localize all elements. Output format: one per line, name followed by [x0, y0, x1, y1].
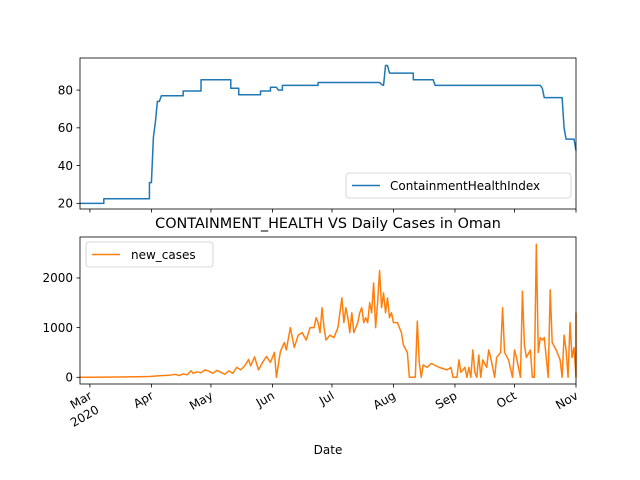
top-x-ticks [89, 209, 577, 213]
x-tick-label: May [187, 388, 215, 413]
x-tick-label: Apr [131, 388, 156, 411]
bottom-legend-box [85, 241, 214, 268]
top-panel: 20 40 60 80 ContainmentHealthIndex [58, 57, 577, 213]
top-legend: ContainmentHealthIndex [345, 172, 572, 199]
bottom-y-tick-label: 2000 [42, 271, 73, 285]
x-tick-label: Jul [316, 388, 336, 408]
x-tick-label: Aug [371, 388, 398, 412]
new-cases-line [80, 243, 577, 379]
bottom-y-ticks: 0 1000 2000 [42, 271, 80, 384]
bottom-legend-label: new_cases [131, 248, 196, 262]
top-axes-frame [79, 57, 577, 210]
bottom-axes-frame [79, 236, 577, 385]
x-tick-label: Jun [253, 388, 277, 410]
top-y-tick-label: 80 [58, 83, 73, 97]
top-legend-box [345, 172, 572, 199]
bottom-y-tick-label: 0 [65, 370, 73, 384]
top-y-tick-label: 60 [58, 121, 73, 135]
x-axis-label: Date [314, 443, 343, 457]
chart-title: CONTAINMENT_HEALTH VS Daily Cases in Oma… [155, 216, 501, 232]
containment-health-index-line [80, 64, 577, 205]
top-y-tick-label: 20 [58, 197, 73, 211]
top-y-ticks: 20 40 60 80 [58, 83, 80, 211]
bottom-legend: new_cases [85, 241, 214, 268]
top-legend-label: ContainmentHealthIndex [390, 179, 540, 193]
x-tick-label: Nov [553, 388, 580, 412]
top-y-tick-label: 40 [58, 159, 73, 173]
x-tick-label: Oct [494, 388, 519, 411]
x-tick-label: Sep [433, 388, 460, 411]
bottom-y-tick-label: 1000 [42, 321, 73, 335]
